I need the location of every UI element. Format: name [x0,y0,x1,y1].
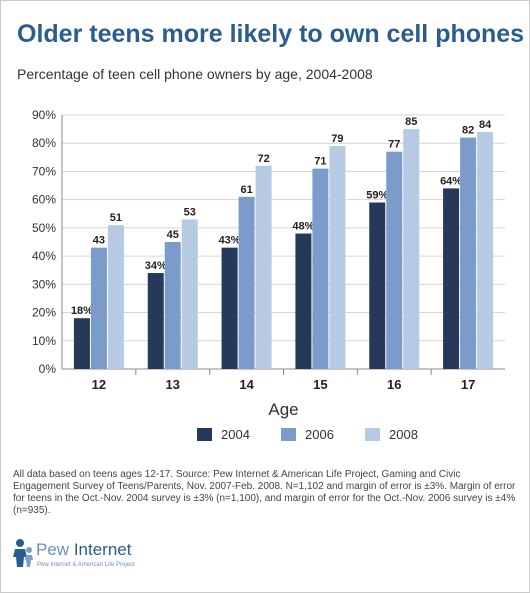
y-tick-label: 80% [32,136,56,150]
y-tick-label: 20% [32,306,56,320]
data-label: 71 [314,156,326,168]
bar-2008-age-12 [107,225,124,369]
y-tick-label: 60% [32,193,56,207]
bar-2008-age-15 [329,146,346,369]
legend-label-2008: 2008 [389,427,418,442]
bar-chart: 0% 10% 20% 30% 40% 50% 60% 70% 80% 90% 18% 43 51 12 34… [32,108,505,442]
bar-2008-age-17 [477,131,494,369]
data-label: 43 [93,235,105,247]
x-tick-label: 17 [461,377,475,392]
bar-2006-age-15 [312,168,329,369]
logo-tagline: Pew Internet & American Life Project [37,562,135,568]
bar-2004-age-13 [147,273,164,369]
logo-pew-text: Pew [36,540,70,559]
data-label: 48% [292,221,314,233]
data-label: 45 [167,229,179,241]
data-label: 85 [405,116,417,128]
y-tick-label: 0% [39,362,57,376]
data-label: 53 [184,206,196,218]
data-label: 51 [110,212,122,224]
person-icon [13,539,33,567]
data-label: 77 [388,139,400,151]
bar-2008-age-13 [181,219,198,369]
page-title: Older teens more likely to own cell phon… [17,20,525,48]
data-label: 79 [331,133,343,145]
x-tick-label: 15 [313,377,327,392]
source-note: All data based on teens ages 12-17. Sour… [13,469,516,516]
y-tick-label: 30% [32,277,56,291]
bar-2004-age-14 [221,247,238,369]
x-tick-label: 13 [166,377,180,392]
y-tick-label: 40% [32,249,56,263]
bar-2006-age-16 [386,151,403,369]
data-label: 72 [257,153,269,165]
bar-2006-age-12 [90,247,107,369]
x-tick-label: 16 [387,377,401,392]
legend-label-2006: 2006 [305,427,334,442]
pew-internet-logo: Pew Internet Pew Internet & American Lif… [12,536,212,582]
chart-subtitle: Percentage of teen cell phone owners by … [17,66,373,82]
logo-wordmark: Pew Internet [36,540,131,560]
x-tick-label: 14 [239,377,254,392]
bar-2006-age-17 [460,137,477,369]
bar-2004-age-15 [295,233,312,369]
data-label: 18% [71,305,93,317]
data-label: 34% [145,260,167,272]
legend-swatch-2008 [365,428,380,441]
logo-internet-text: Internet [73,540,132,559]
x-tick-label: 12 [92,377,106,392]
bar-2004-age-12 [73,318,90,369]
y-tick-label: 10% [32,334,56,348]
bar-2006-age-13 [164,242,181,369]
data-label: 84 [479,119,492,131]
bar-2004-age-17 [443,188,460,369]
data-label: 82 [462,125,474,137]
legend-swatch-2004 [197,428,212,441]
y-tick-label: 70% [32,164,56,178]
legend-label-2004: 2004 [221,427,250,442]
x-axis-title: Age [268,400,298,419]
legend-swatch-2006 [281,428,296,441]
y-tick-label: 90% [32,108,56,122]
bar-2004-age-16 [369,202,386,369]
bar-2008-age-16 [403,129,420,369]
bar-2006-age-14 [238,196,255,369]
y-tick-label: 50% [32,221,56,235]
data-label: 64% [440,175,462,187]
data-label: 61 [240,184,252,196]
data-label: 59% [366,189,388,201]
data-label: 43% [219,235,241,247]
bar-2008-age-14 [255,165,272,369]
